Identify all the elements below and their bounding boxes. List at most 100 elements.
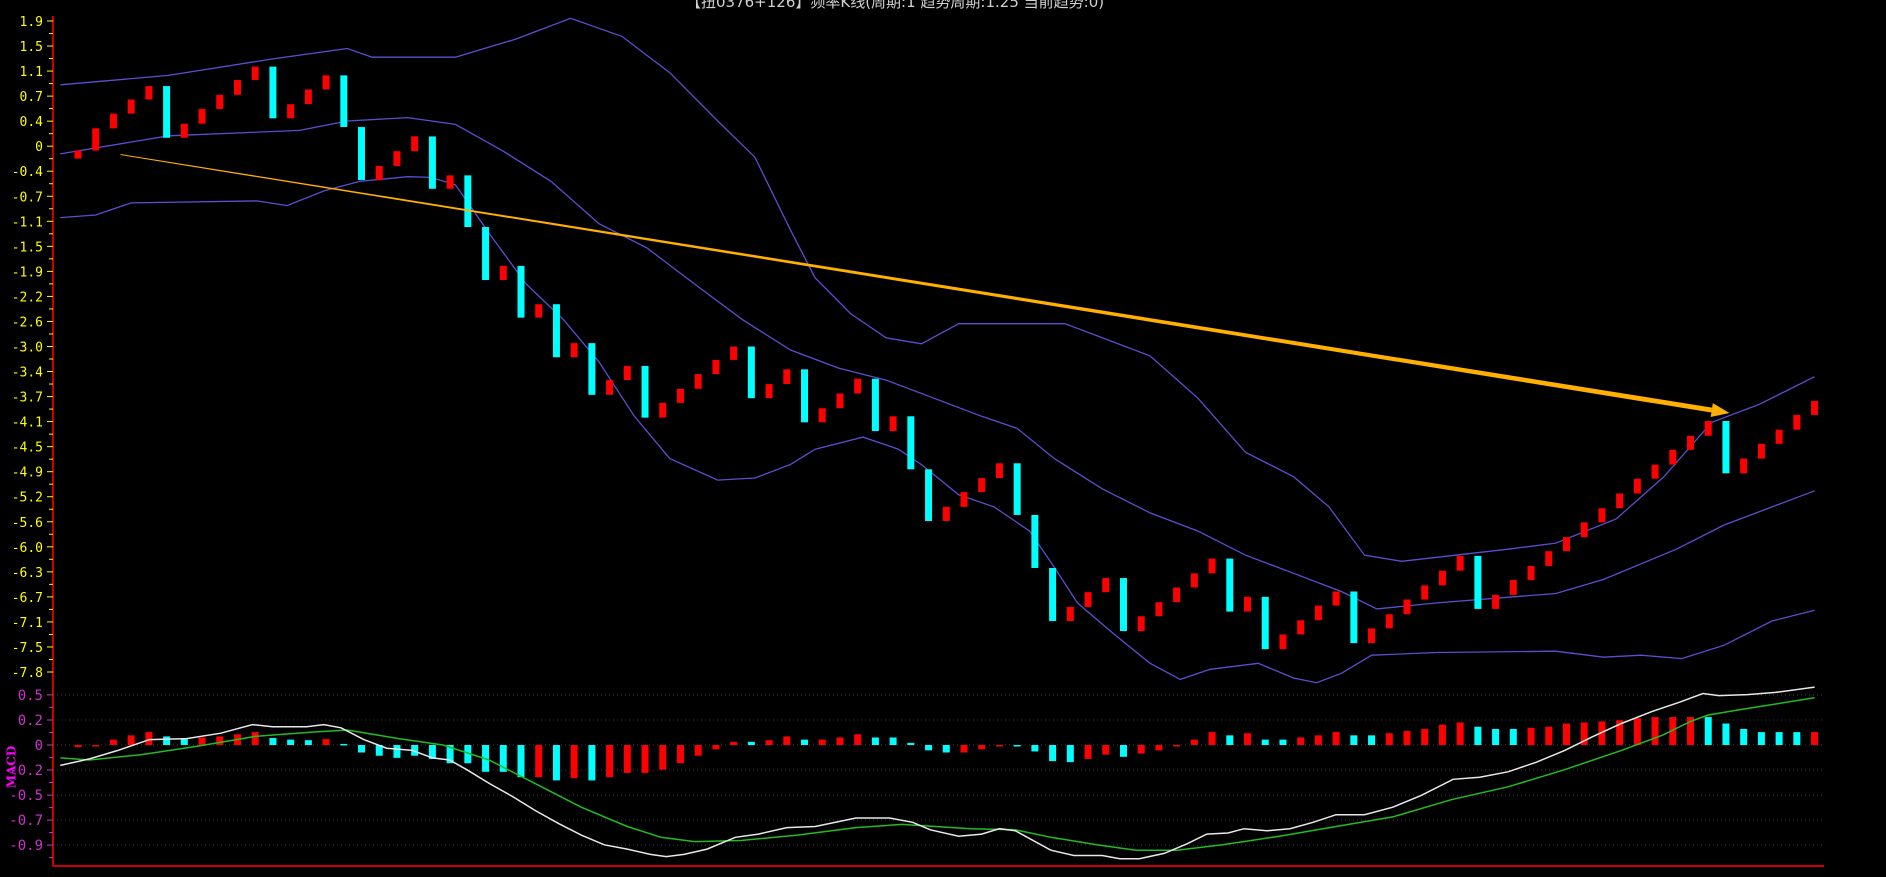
macd-histogram-bar — [1226, 735, 1234, 745]
macd-histogram-bar — [1651, 717, 1659, 745]
macd-histogram-bar — [1385, 733, 1393, 745]
macd-histogram-bar — [127, 735, 135, 745]
candle-up — [1687, 435, 1695, 450]
candle-up — [1527, 565, 1535, 581]
candle-up — [765, 384, 773, 399]
macd-histogram-bar — [1456, 722, 1464, 745]
price-tick-label: -5.6 — [12, 516, 43, 531]
macd-histogram-bar — [730, 741, 738, 745]
price-tick-label: -3.7 — [12, 391, 43, 406]
bollinger-middle-band — [60, 116, 1815, 610]
price-tick-label: -5.2 — [12, 491, 43, 506]
candle-down — [340, 75, 348, 128]
candle-up — [1704, 420, 1712, 436]
macd-histogram-bar — [1261, 739, 1269, 745]
candle-up — [216, 94, 224, 109]
price-tick-label: -3.4 — [12, 366, 43, 381]
price-tick-label: -4.5 — [12, 441, 43, 456]
macd-tick-label: 0.2 — [18, 713, 43, 729]
candle-up — [1616, 493, 1624, 509]
macd-histogram-bar — [641, 745, 649, 773]
macd-histogram-bar — [623, 745, 631, 773]
candle-up — [251, 66, 259, 81]
macd-histogram-bar — [871, 737, 879, 745]
macd-tick-label: 0 — [35, 738, 43, 754]
macd-histogram-bar — [517, 745, 525, 778]
macd-histogram-bar — [251, 732, 259, 745]
macd-histogram-bar — [304, 740, 312, 745]
macd-histogram-bar — [411, 745, 419, 756]
candle-up — [1598, 508, 1606, 523]
candle-up — [1562, 537, 1570, 552]
macd-histogram-bar — [1314, 735, 1322, 745]
candle-up — [1421, 585, 1429, 600]
bollinger-lower-band — [60, 176, 1815, 684]
macd-histogram-bar — [287, 739, 295, 745]
macd-histogram-bar — [1279, 739, 1287, 745]
macd-histogram-bar — [1793, 732, 1801, 745]
candle-up — [393, 151, 401, 166]
candle-up — [960, 492, 968, 507]
macd-tick-label: 0.5 — [18, 688, 43, 704]
candle-up — [233, 80, 241, 95]
trend-line — [120, 154, 1713, 413]
price-tick-label: -6.3 — [12, 566, 43, 581]
candle-up — [836, 393, 844, 409]
candle-up — [1669, 449, 1677, 465]
candle-up — [109, 113, 117, 129]
candle-up — [411, 136, 419, 152]
macd-histogram-bar — [1775, 732, 1783, 745]
candle-up — [1651, 464, 1659, 479]
candle-down — [1013, 463, 1021, 515]
macd-histogram-bar — [1527, 727, 1535, 745]
candle-up — [1137, 616, 1145, 632]
candle-up — [446, 175, 454, 189]
candle-down — [1474, 555, 1482, 609]
candle-up — [127, 99, 135, 114]
macd-tick-label: -0.9 — [9, 838, 43, 854]
candle-down — [1049, 567, 1057, 621]
macd-histogram-bar — [1102, 745, 1110, 755]
price-tick-label: -7.8 — [12, 666, 43, 681]
macd-histogram-bar — [925, 745, 933, 751]
macd-panel-label: MACD — [4, 745, 19, 789]
candle-up — [1244, 596, 1252, 612]
macd-histogram-bar — [180, 738, 188, 745]
macd-histogram-bar — [942, 745, 950, 753]
candle-down — [1226, 558, 1234, 612]
macd-histogram-bar — [1669, 717, 1677, 745]
candle-up — [1633, 478, 1641, 494]
candle-down — [1722, 420, 1730, 474]
price-tick-label: -3.0 — [12, 341, 43, 356]
candle-down — [1119, 578, 1127, 632]
macd-histogram-bar — [1137, 745, 1145, 754]
candle-up — [1580, 522, 1588, 538]
macd-histogram-bar — [322, 739, 330, 745]
macd-histogram-bar — [109, 739, 117, 745]
macd-histogram-bar — [1616, 720, 1624, 745]
candle-down — [428, 136, 436, 189]
candle-down — [1350, 591, 1358, 644]
macd-dea-line — [60, 697, 1815, 851]
macd-histogram-bar — [535, 745, 543, 778]
price-tick-label: 0.7 — [20, 90, 43, 105]
candle-down — [552, 304, 560, 358]
candle-up — [1102, 578, 1110, 593]
candle-up — [1155, 602, 1163, 617]
macd-histogram-bar — [145, 732, 153, 745]
macd-histogram-bar — [1687, 717, 1695, 745]
macd-histogram-bar — [712, 745, 720, 750]
candle-up — [1492, 594, 1500, 609]
candle-up — [942, 506, 950, 521]
macd-histogram-bar — [428, 745, 436, 759]
candle-up — [1740, 458, 1748, 474]
macd-histogram-bar — [978, 745, 986, 750]
candle-up — [92, 128, 100, 151]
candle-up — [304, 89, 312, 105]
macd-histogram-bar — [1173, 745, 1181, 747]
candle-up — [1545, 551, 1553, 566]
price-tick-label: -2.2 — [12, 290, 43, 305]
price-tick-label: 0 — [35, 140, 43, 155]
candle-up — [694, 374, 702, 389]
